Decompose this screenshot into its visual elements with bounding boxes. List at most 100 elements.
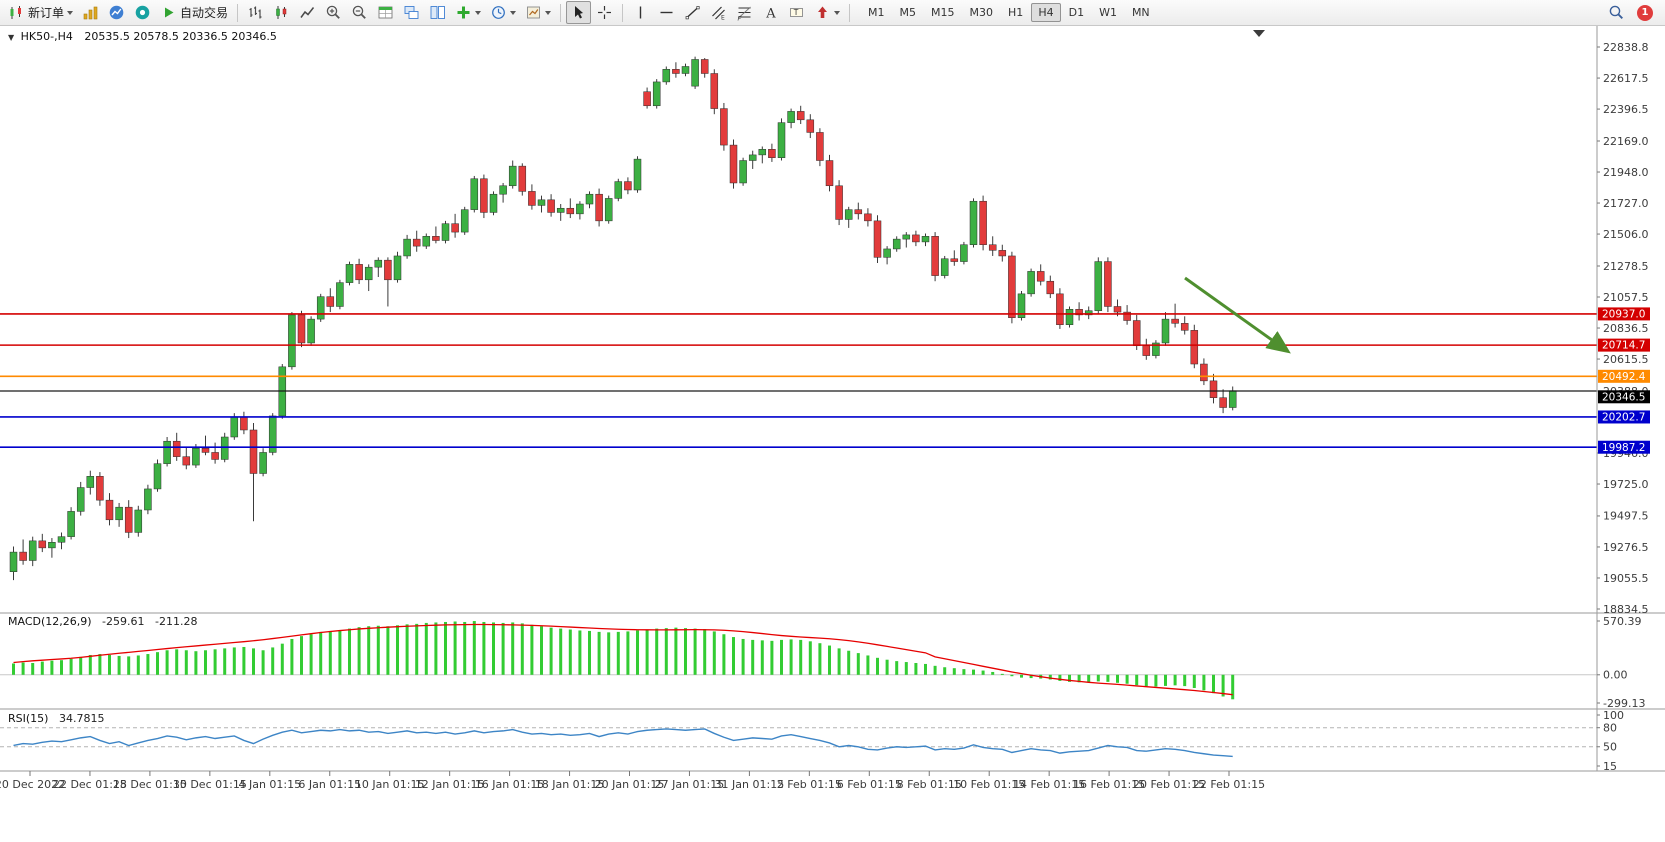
autotrade-play-icon bbox=[165, 7, 174, 18]
svg-text:100: 100 bbox=[1603, 709, 1624, 722]
macd-signal-line bbox=[13, 623, 1233, 696]
svg-text:20937.0: 20937.0 bbox=[1602, 309, 1645, 321]
indicators-button[interactable] bbox=[451, 1, 485, 24]
timeframe-button-M1[interactable]: M1 bbox=[868, 6, 885, 19]
shapes-tool-button[interactable] bbox=[810, 1, 844, 24]
algo-trading-button[interactable] bbox=[130, 1, 155, 24]
zoom-in-icon bbox=[326, 5, 340, 19]
macd-signal-value: -211.28 bbox=[155, 615, 198, 628]
timeframe-button-H1[interactable]: H1 bbox=[1008, 6, 1024, 19]
templates-button[interactable] bbox=[521, 1, 555, 24]
shapes-icon bbox=[818, 6, 828, 18]
timeframe-button-M5[interactable]: M5 bbox=[899, 6, 917, 19]
collapse-icon[interactable]: ▼ bbox=[8, 33, 15, 42]
new-chart-icon bbox=[83, 6, 98, 20]
label-tool-button[interactable]: T bbox=[784, 1, 809, 24]
svg-text:F: F bbox=[738, 15, 742, 22]
timeframes-menu-button[interactable] bbox=[486, 1, 520, 24]
chart-shift-marker bbox=[1253, 30, 1265, 37]
indicators-icon bbox=[457, 6, 470, 19]
price-axis-badges: 20937.0 20714.7 20492.4 20202.7 19987.2 20346… bbox=[1598, 307, 1650, 454]
new-order-icon bbox=[10, 6, 21, 19]
equidistant-channel-tool-button[interactable]: E bbox=[706, 1, 731, 24]
macd-panel-header: MACD(12,26,9) -259.61 -211.28 bbox=[8, 615, 197, 628]
svg-text:20615.5: 20615.5 bbox=[1603, 353, 1649, 366]
grid-icon bbox=[378, 6, 393, 19]
cascade-windows-button[interactable] bbox=[425, 1, 450, 24]
toolbar-right-group: 1 bbox=[1604, 1, 1661, 24]
svg-text:E: E bbox=[721, 15, 725, 22]
search-icon bbox=[1609, 5, 1623, 19]
grid-button[interactable] bbox=[373, 1, 398, 24]
svg-text:19725.0: 19725.0 bbox=[1603, 478, 1649, 491]
svg-text:20 Dec 2022: 20 Dec 2022 bbox=[0, 778, 65, 791]
tile-windows-button[interactable] bbox=[399, 1, 424, 24]
svg-text:28 Dec 01:15: 28 Dec 01:15 bbox=[113, 778, 187, 791]
svg-text:10 Feb 01:15: 10 Feb 01:15 bbox=[953, 778, 1025, 791]
toolbar-separator bbox=[237, 3, 239, 22]
price-axis-labels: 22838.8 22617.5 22396.5 22169.0 21948.0 21727… bbox=[1597, 41, 1649, 616]
svg-text:15: 15 bbox=[1603, 760, 1617, 773]
svg-text:6 Jan 01:15: 6 Jan 01:15 bbox=[298, 778, 361, 791]
timeframe-button-H4[interactable]: H4 bbox=[1031, 3, 1061, 22]
zoom-out-icon bbox=[352, 5, 366, 19]
chevron-down-icon bbox=[475, 10, 482, 15]
timeframe-button-MN[interactable]: MN bbox=[1131, 6, 1150, 19]
crosshair-tool-button[interactable] bbox=[592, 1, 617, 24]
trendline-tool-button[interactable] bbox=[680, 1, 705, 24]
chevron-down-icon bbox=[545, 10, 552, 15]
rsi-panel-header: RSI(15) 34.7815 bbox=[8, 712, 104, 725]
chart-area[interactable]: 22838.8 22617.5 22396.5 22169.0 21948.0 21727… bbox=[0, 26, 1665, 842]
autotrade-button[interactable]: 自动交易 bbox=[156, 1, 232, 24]
templates-icon bbox=[527, 6, 540, 19]
svg-text:20836.5: 20836.5 bbox=[1603, 322, 1649, 335]
svg-text:20 Jan 01:15: 20 Jan 01:15 bbox=[595, 778, 665, 791]
line-chart-button[interactable] bbox=[295, 1, 320, 24]
label-icon: T bbox=[790, 8, 803, 17]
candlestick-chart-button[interactable] bbox=[269, 1, 294, 24]
new-order-button[interactable]: 新订单 bbox=[4, 1, 77, 24]
zoom-out-button[interactable] bbox=[347, 1, 372, 24]
line-chart-icon bbox=[300, 7, 315, 18]
notification-badge[interactable]: 1 bbox=[1637, 4, 1653, 21]
arrow-annotation bbox=[1184, 276, 1291, 354]
cursor-tool-button[interactable] bbox=[566, 1, 592, 24]
fibonacci-icon: F bbox=[738, 6, 751, 22]
crosshair-icon bbox=[598, 6, 612, 19]
timeframe-button-M15[interactable]: M15 bbox=[931, 6, 955, 19]
svg-text:4 Jan 01:15: 4 Jan 01:15 bbox=[238, 778, 301, 791]
new-order-label: 新订单 bbox=[28, 6, 65, 20]
svg-text:22838.8: 22838.8 bbox=[1603, 41, 1649, 54]
svg-text:16 Feb 01:15: 16 Feb 01:15 bbox=[1073, 778, 1145, 791]
svg-text:20492.4: 20492.4 bbox=[1602, 371, 1646, 383]
timeframe-button-M30[interactable]: M30 bbox=[969, 6, 994, 19]
svg-text:22617.5: 22617.5 bbox=[1603, 72, 1649, 85]
text-icon: A bbox=[765, 7, 776, 22]
macd-title: MACD(12,26,9) bbox=[8, 615, 92, 628]
timeframe-button-D1[interactable]: D1 bbox=[1068, 6, 1085, 19]
vertical-line-tool-button[interactable] bbox=[628, 1, 653, 24]
svg-text:30 Dec 01:15: 30 Dec 01:15 bbox=[173, 778, 247, 791]
svg-text:21057.5: 21057.5 bbox=[1603, 291, 1649, 304]
new-chart-button[interactable] bbox=[78, 1, 103, 24]
svg-text:16 Jan 01:15: 16 Jan 01:15 bbox=[475, 778, 545, 791]
timeframe-button-W1[interactable]: W1 bbox=[1099, 6, 1117, 19]
horizontal-line-tool-button[interactable] bbox=[654, 1, 679, 24]
market-watch-button[interactable] bbox=[104, 1, 129, 24]
bar-chart-button[interactable] bbox=[243, 1, 268, 24]
svg-text:A: A bbox=[765, 7, 776, 22]
svg-text:T: T bbox=[793, 8, 799, 17]
text-tool-button[interactable]: A bbox=[758, 1, 783, 24]
svg-text:20346.5: 20346.5 bbox=[1602, 391, 1645, 403]
svg-text:0.00: 0.00 bbox=[1603, 669, 1628, 682]
svg-text:18834.5: 18834.5 bbox=[1603, 603, 1649, 616]
svg-text:21948.0: 21948.0 bbox=[1603, 166, 1649, 179]
fibonacci-tool-button[interactable]: F bbox=[732, 1, 757, 24]
timeframe-toolbar: M1 M5 M15 M30 H1 H4 D1 W1 MN bbox=[861, 3, 1157, 22]
svg-text:10 Jan 01:15: 10 Jan 01:15 bbox=[355, 778, 425, 791]
zoom-in-button[interactable] bbox=[321, 1, 346, 24]
svg-text:22169.0: 22169.0 bbox=[1603, 135, 1649, 148]
search-button[interactable] bbox=[1604, 1, 1629, 24]
